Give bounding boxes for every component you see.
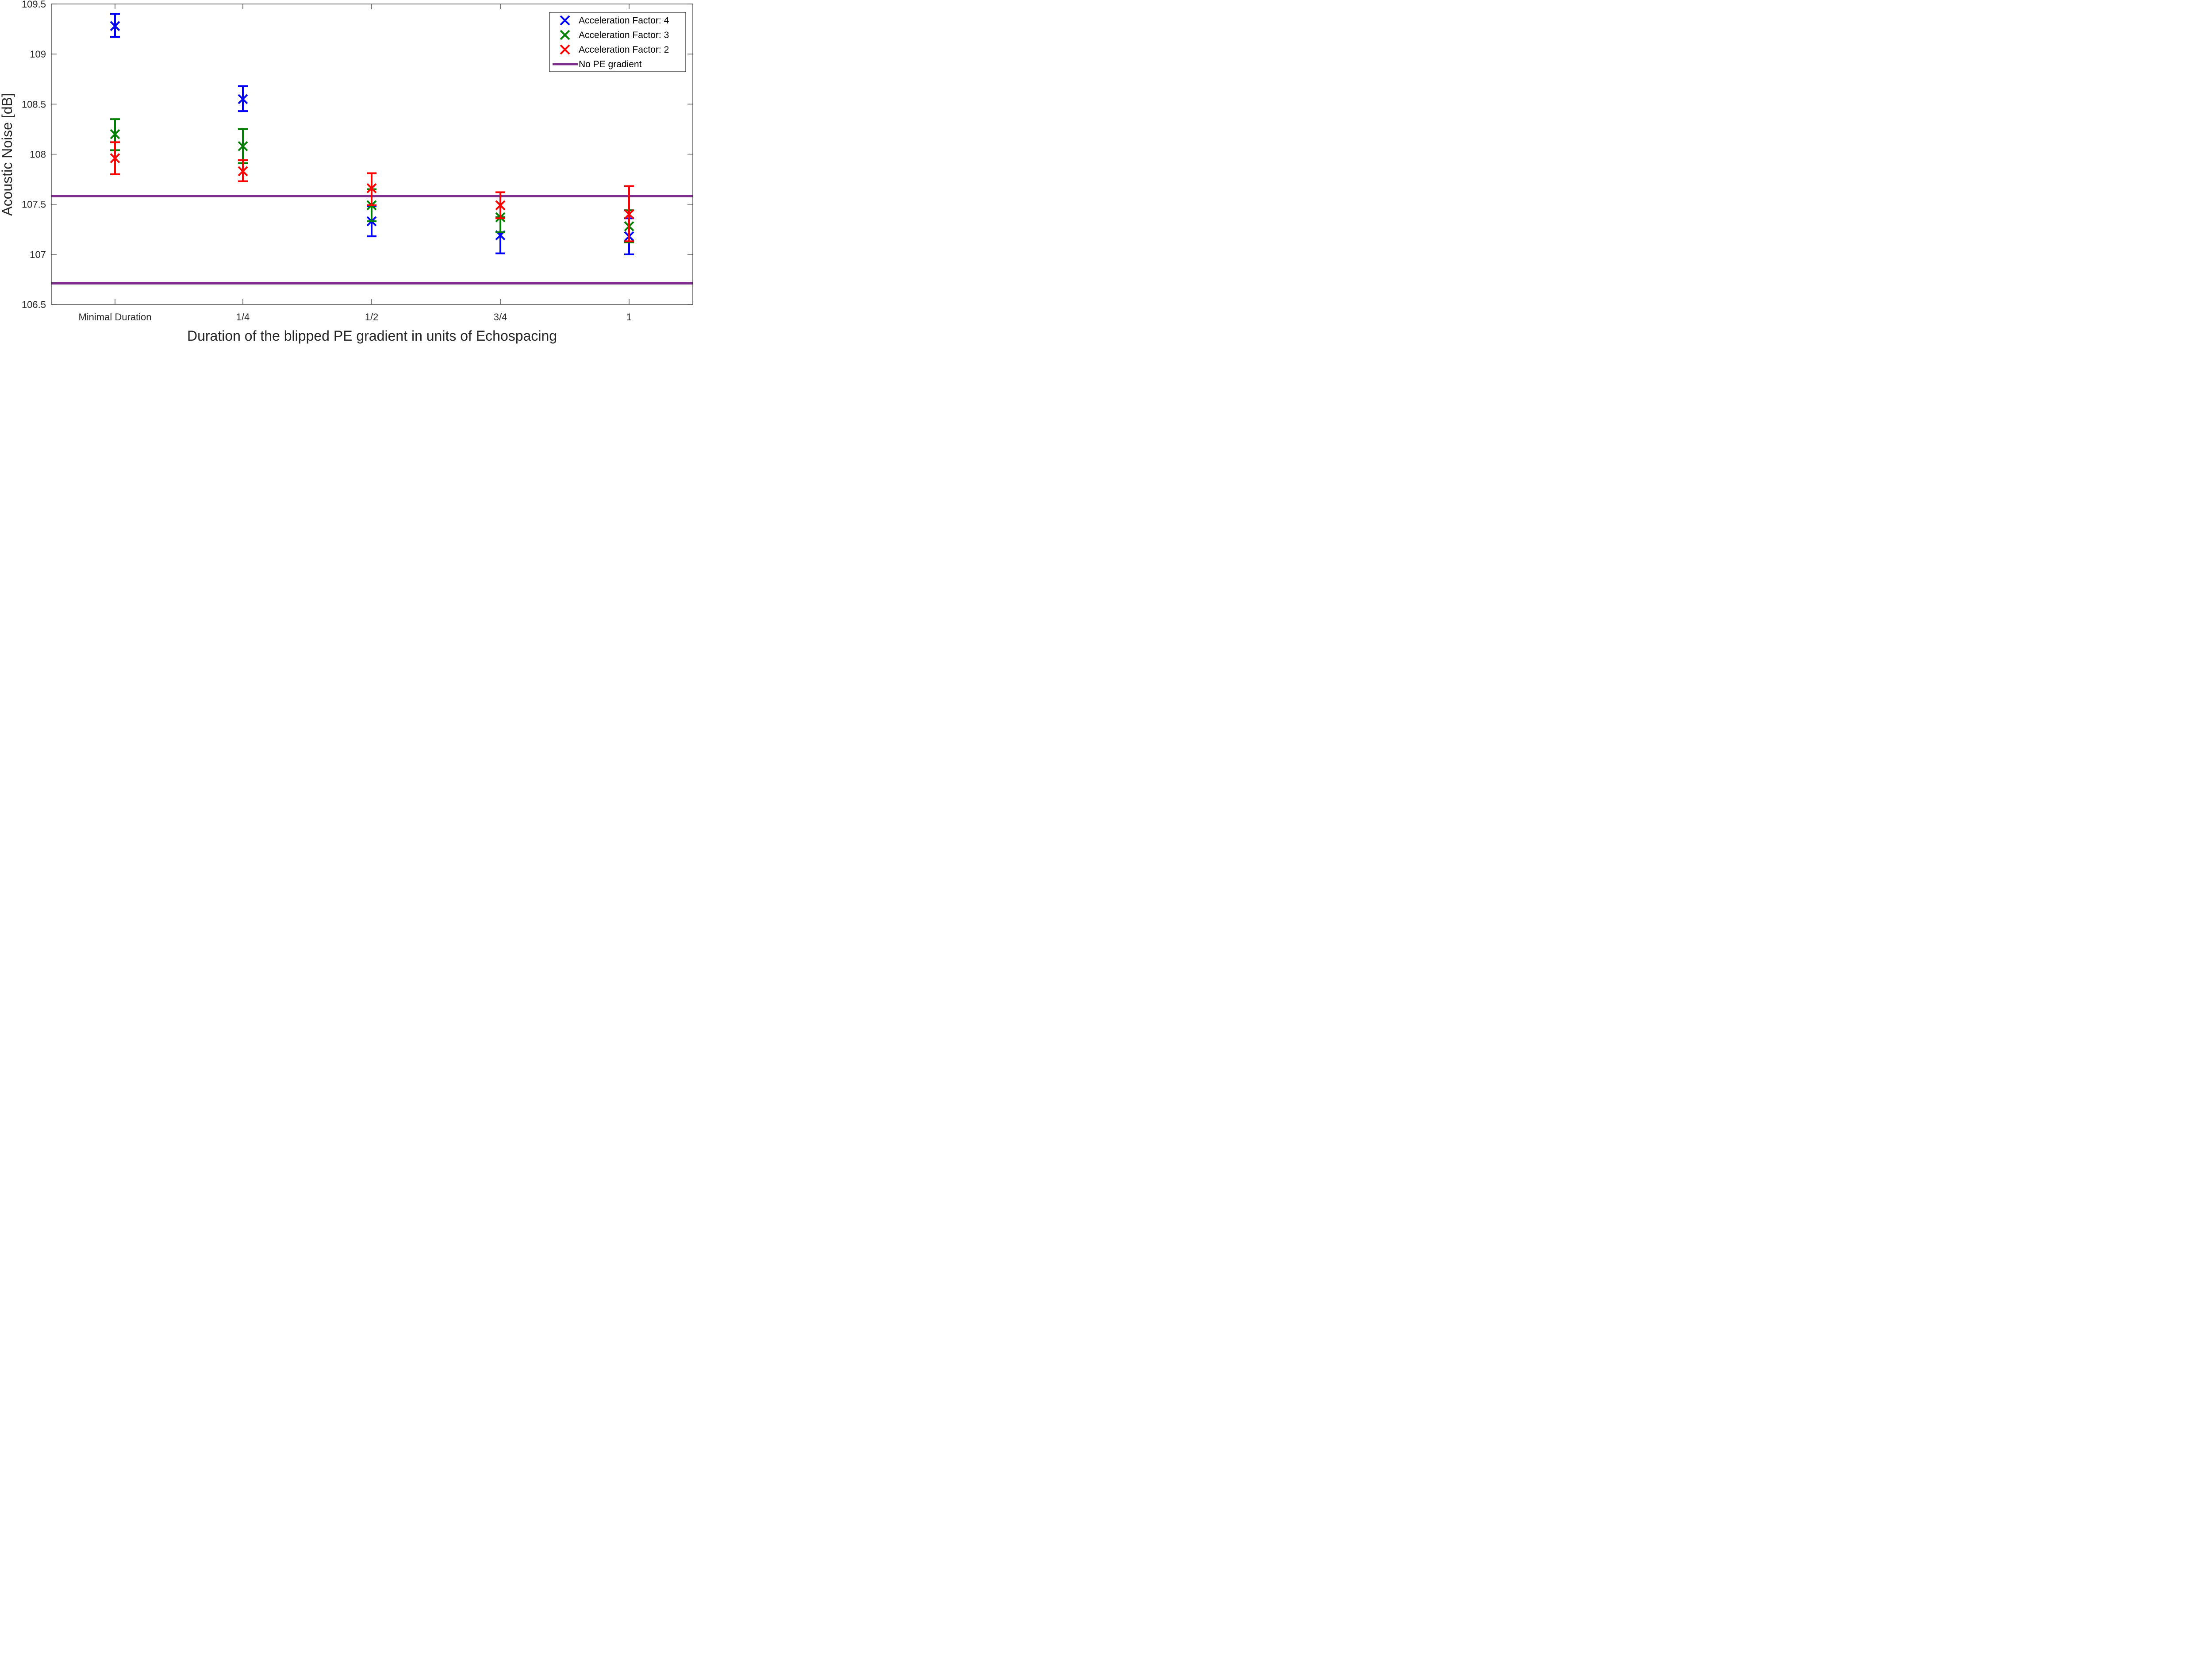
legend: Acceleration Factor: 4 Acceleration Facto… [549, 12, 686, 72]
plot-area [51, 13, 693, 284]
acoustic-noise-chart: 106.5 107 107.5 108 108.5 109 109.5 Minimal Dur… [0, 0, 693, 344]
data-point-marker [238, 94, 248, 104]
legend-marker [560, 30, 570, 40]
y-tick-label: 109.5 [22, 0, 46, 10]
legend-marker [560, 44, 570, 55]
legend-box [549, 12, 686, 72]
legend-label: Acceleration Factor: 3 [579, 30, 669, 40]
data-point-marker [110, 21, 120, 31]
y-tick-label: 107 [30, 249, 46, 260]
x-tick-label: 1/4 [236, 311, 250, 323]
data-point-marker [495, 200, 506, 211]
legend-label: Acceleration Factor: 2 [579, 45, 669, 55]
data-point-marker [238, 141, 248, 151]
series-3 [110, 141, 634, 242]
y-tick-label: 108 [30, 149, 46, 160]
y-tick-label: 109 [30, 49, 46, 60]
legend-label: No PE gradient [579, 59, 642, 69]
x-tick-label: Minimal Duration [78, 311, 151, 323]
data-point-marker [110, 129, 120, 139]
x-tick-label: 1/2 [365, 311, 379, 323]
data-point-marker [366, 183, 377, 193]
tick-marks-and-labels: 106.5 107 107.5 108 108.5 109 109.5 Minimal Dur… [22, 0, 693, 323]
legend-label: Acceleration Factor: 4 [579, 15, 669, 26]
legend-marker [560, 15, 570, 26]
x-axis-label: Duration of the blipped PE gradient in u… [187, 328, 557, 344]
y-tick-label: 108.5 [22, 99, 46, 110]
x-tick-label: 1 [626, 311, 632, 323]
y-tick-label: 107.5 [22, 199, 46, 210]
y-axis-label: Acoustic Noise [dB] [0, 93, 15, 215]
data-point-marker [238, 166, 248, 177]
x-tick-label: 3/4 [494, 311, 507, 323]
y-tick-label: 106.5 [22, 299, 46, 310]
data-point-marker [624, 209, 634, 219]
data-point-marker [110, 153, 120, 163]
